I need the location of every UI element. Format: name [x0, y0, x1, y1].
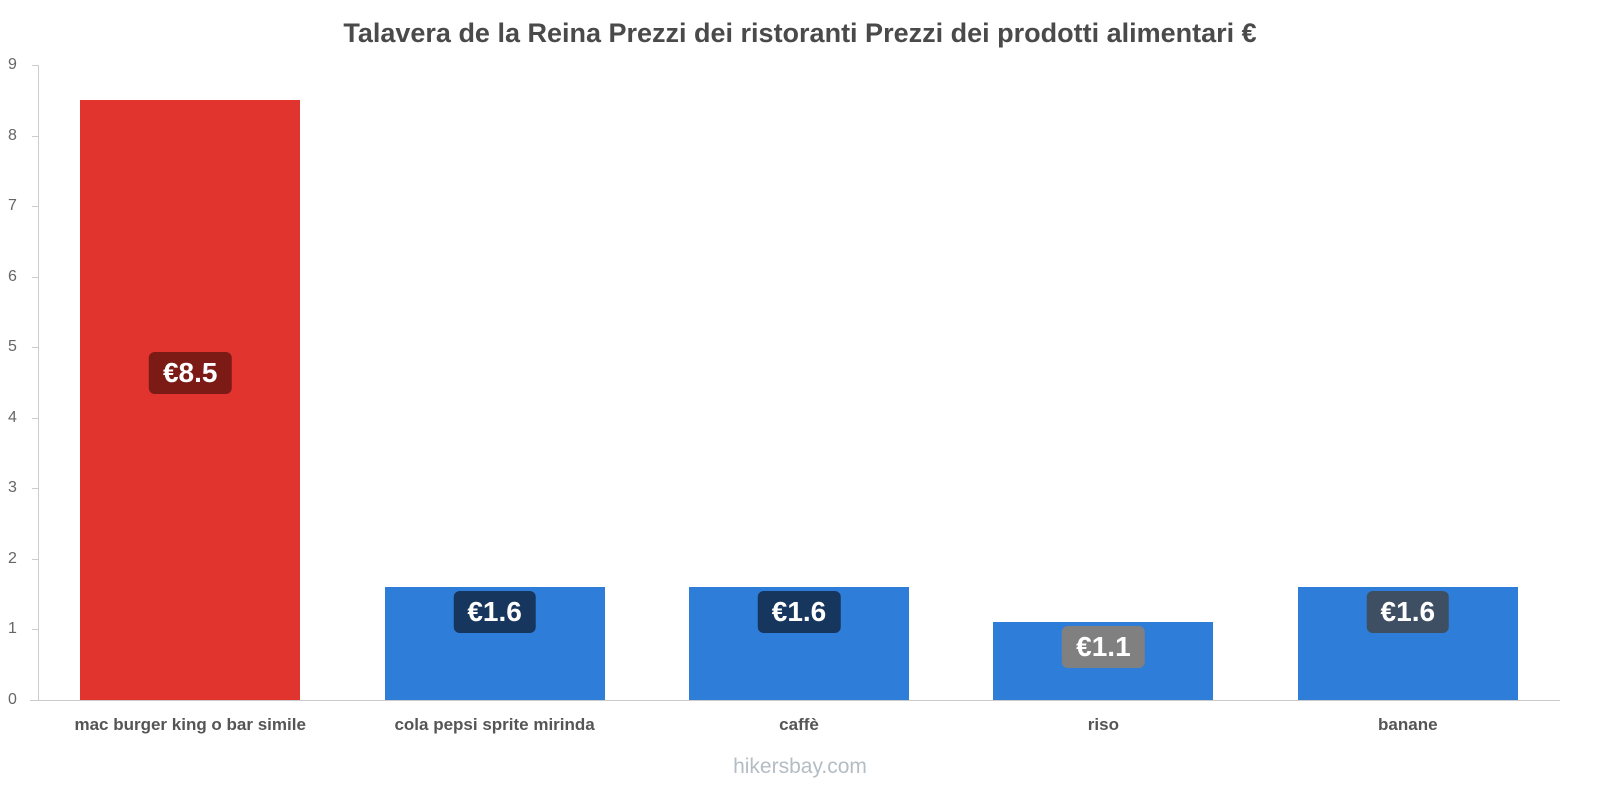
y-tick-mark	[32, 347, 38, 349]
x-category-label: riso	[1087, 715, 1119, 734]
y-tick-label: 9	[8, 56, 17, 73]
y-tick-mark	[32, 629, 38, 631]
x-category-label: cola pepsi sprite mirinda	[394, 715, 595, 734]
y-tick-label: 8	[8, 126, 17, 144]
y-tick-label: 6	[8, 267, 17, 285]
y-tick-label: 3	[8, 479, 17, 497]
y-tick-mark	[32, 417, 38, 419]
chart-title: Talavera de la Reina Prezzi dei ristoran…	[343, 18, 1257, 48]
y-tick-label: 7	[8, 197, 17, 215]
y-tick-label: 4	[8, 408, 17, 426]
y-tick-mark	[32, 206, 38, 208]
y-tick-mark	[32, 700, 38, 701]
x-category-label: mac burger king o bar simile	[74, 715, 306, 734]
watermark-hikersbay: hikersbay.com	[733, 755, 867, 778]
y-tick-mark	[32, 65, 38, 66]
x-category-label: caffè	[779, 715, 819, 734]
y-tick-mark	[32, 135, 38, 137]
y-tick-label: 5	[8, 338, 17, 356]
bar-value-label: €1.6	[757, 591, 841, 634]
y-axis-line	[38, 65, 39, 700]
y-tick-label: 0	[8, 691, 17, 708]
y-tick-label: 2	[8, 549, 17, 567]
x-axis-line	[30, 700, 1560, 701]
bar	[80, 100, 301, 700]
y-tick-mark	[32, 488, 38, 490]
bar-value-label: €1.6	[1366, 591, 1450, 634]
bar-value-label: €1.1	[1062, 626, 1145, 669]
y-tick-mark	[32, 276, 38, 278]
x-category-label: banane	[1378, 715, 1438, 734]
bar-value-label: €8.5	[148, 352, 232, 395]
y-tick-mark	[32, 558, 38, 560]
bar-value-label: €1.6	[453, 591, 536, 634]
y-tick-label: 1	[8, 620, 17, 638]
